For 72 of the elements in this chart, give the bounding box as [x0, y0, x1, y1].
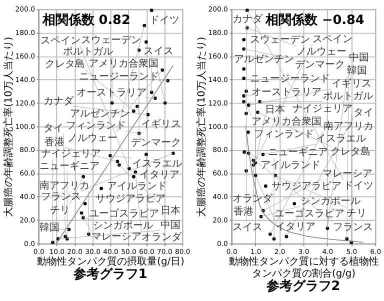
- annotation: スペイン: [40, 35, 81, 46]
- annotation: イスラエル: [316, 134, 366, 145]
- annotation: 相関係数 −0.84: [264, 12, 364, 28]
- annotation: 南アフリカ: [323, 120, 374, 132]
- annotation: デンマーク: [295, 60, 346, 71]
- annotation: フィンランド: [254, 129, 314, 140]
- annotation: チリ: [50, 205, 70, 216]
- annotation: アルゼンチン: [234, 54, 294, 66]
- annotation: ニューギニア: [40, 160, 100, 172]
- annotation: ポルトガル: [62, 46, 113, 58]
- annotation: イタリア: [140, 170, 180, 181]
- annotation: ドイツ: [344, 180, 374, 192]
- annotation: カナダ: [44, 94, 75, 107]
- annotation: ナイジェリア: [40, 148, 101, 160]
- annotation: イギリス: [331, 78, 372, 90]
- x-axis-title: 動物性タンパク質の摂取量(g/日): [37, 256, 184, 268]
- annotation: フィンランド: [66, 120, 126, 132]
- annotation: 中国: [348, 52, 369, 64]
- annotation: ユーゴスラビア: [274, 207, 345, 220]
- annotation: 韓国: [347, 64, 368, 77]
- annotation: イギリス: [141, 118, 182, 130]
- annotation: 香港: [44, 136, 65, 148]
- annotation: デンマーク: [131, 138, 182, 149]
- annotation: オランダ: [141, 230, 182, 243]
- annotation: ニューギニア: [268, 146, 328, 158]
- annotation: 相関係数 0.82: [41, 12, 130, 28]
- annotation: スウェーデン: [250, 34, 310, 46]
- annotation: カナダ: [232, 12, 264, 25]
- annotation: マレーシア: [322, 168, 372, 180]
- text: 参考グラフ2: [265, 278, 340, 294]
- x-axis-title: 動物性タンパク質に対する植物性タンパク質の割合(g/g): [228, 256, 379, 280]
- annotation: 日本: [160, 204, 181, 216]
- annotation: アイルランド: [260, 160, 320, 172]
- annotation: ポルトガル: [322, 90, 373, 102]
- annotation: シンガポール: [93, 220, 154, 232]
- annotation: クレタ島: [45, 58, 86, 70]
- annotation: アイルランド: [106, 180, 167, 192]
- annotation: スイス: [144, 46, 174, 57]
- annotation: チリ: [346, 208, 366, 219]
- annotation: 韓国: [39, 221, 60, 234]
- annotation: スウェーデン: [81, 34, 142, 46]
- annotation: ユーゴスラビア: [89, 207, 160, 220]
- annotation: ニュージーランド: [250, 73, 330, 84]
- annotation: アメリカ合衆国: [88, 57, 158, 70]
- annotation: 香港: [234, 205, 254, 218]
- annotation: オーストラリア: [252, 86, 322, 98]
- annotation: タイ: [353, 107, 374, 118]
- annotation: マレーシア: [91, 232, 142, 243]
- annotation: クレタ島: [330, 146, 371, 158]
- annotation: アルゼンチン: [70, 108, 130, 120]
- annotation: オーストラリア: [76, 87, 146, 98]
- annotation: 中国: [160, 219, 181, 232]
- annotation: アメリカ合衆国: [252, 115, 322, 128]
- annotation: ノルウェー: [296, 46, 346, 58]
- annotation: 日本: [265, 103, 286, 116]
- annotation: イスラエル: [132, 158, 182, 170]
- annotation: フランス: [41, 192, 82, 203]
- annotation: ナイジェリア: [292, 103, 352, 114]
- annotation: 南アフリカ: [39, 179, 90, 192]
- annotation: タイ: [44, 123, 64, 134]
- annotation: サウジアラビア: [272, 181, 342, 192]
- annotation: フランス: [332, 222, 373, 233]
- y-axis-title: 大腸癌の年齢調整死亡率(10万人当たり): [2, 36, 14, 217]
- annotation: スペイン: [312, 34, 353, 45]
- text: 参考グラフ1: [72, 266, 148, 282]
- annotation: ニュージーランド: [79, 72, 160, 83]
- annotation: ドイツ: [150, 15, 180, 26]
- y-axis-title: 大腸癌の年齢調整死亡率(10万人当たり): [195, 36, 208, 217]
- annotation: スイス: [232, 222, 262, 234]
- annotation: シンガポール: [300, 196, 360, 207]
- annotation: サウジアラビア: [95, 193, 166, 204]
- annotation: ノルウェー: [68, 132, 118, 144]
